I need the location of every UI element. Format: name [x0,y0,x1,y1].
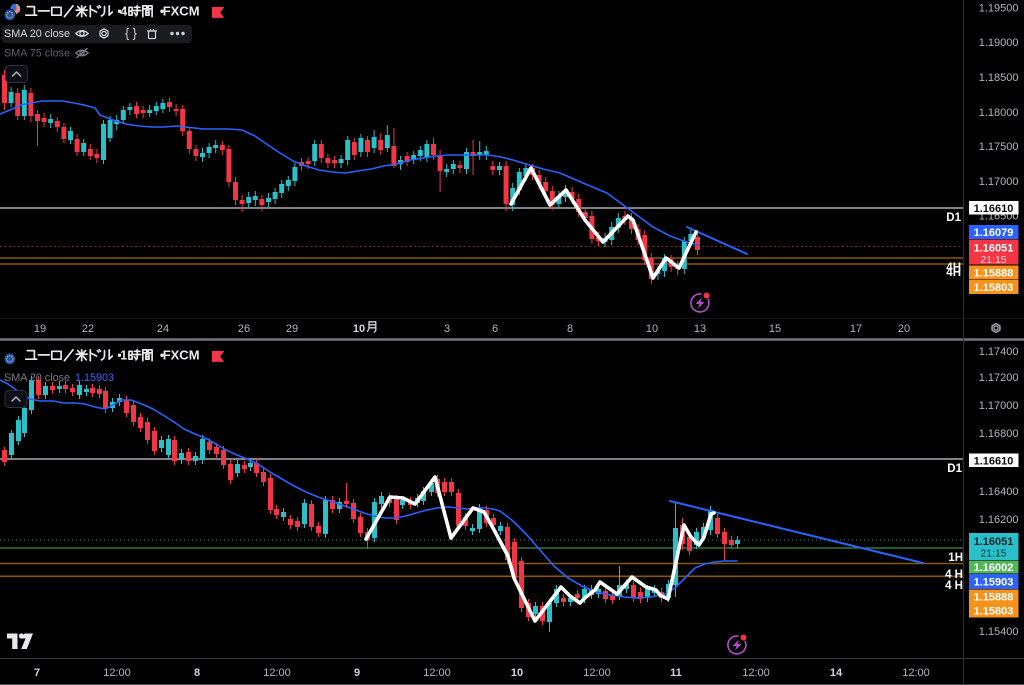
svg-text:FXCM: FXCM [163,4,200,19]
svg-text:SMA 75 close: SMA 75 close [4,48,70,60]
svg-text:14: 14 [830,667,843,679]
svg-text:1.17200: 1.17200 [979,372,1019,384]
svg-text:22: 22 [82,323,94,335]
svg-text:10: 10 [646,323,658,335]
svg-text:1: 1 [120,349,127,363]
svg-text:20: 20 [898,323,910,335]
svg-text:26: 26 [238,323,250,335]
svg-text:SMA 20 close: SMA 20 close [4,28,70,40]
svg-text:1.16051: 1.16051 [974,536,1014,548]
svg-text:15: 15 [769,323,781,335]
svg-text:1H: 1H [948,552,963,564]
svg-text:29: 29 [286,323,298,335]
svg-text:24: 24 [157,323,169,335]
svg-text:8: 8 [567,323,573,335]
svg-text:FXCM: FXCM [163,348,200,363]
svg-text:4H: 4H [946,267,961,279]
svg-text:4 H: 4 H [945,580,963,592]
svg-text:12:00: 12:00 [103,667,131,679]
svg-text:1.16079: 1.16079 [974,227,1014,239]
svg-text:1.16800: 1.16800 [979,428,1019,440]
svg-text:13: 13 [694,323,706,335]
svg-text:21:15: 21:15 [980,548,1006,560]
svg-text:4: 4 [120,5,127,19]
svg-text:6: 6 [492,323,498,335]
svg-text:1.16400: 1.16400 [979,486,1019,498]
svg-text:1.16200: 1.16200 [979,514,1019,526]
svg-text:12:00: 12:00 [902,667,930,679]
svg-text:10: 10 [511,667,523,679]
svg-text:12:00: 12:00 [423,667,451,679]
svg-text:3: 3 [444,323,450,335]
svg-text:19: 19 [34,323,46,335]
svg-text:10: 10 [353,323,365,335]
svg-text:1.15888: 1.15888 [974,592,1014,604]
svg-text:9: 9 [354,667,360,679]
svg-text:1.18500: 1.18500 [979,72,1019,84]
svg-text:11: 11 [670,667,682,679]
svg-text:1.17500: 1.17500 [979,141,1019,153]
svg-text:1.15903: 1.15903 [75,372,114,384]
svg-text:7: 7 [34,667,40,679]
svg-text:4H: 4H [946,262,961,274]
svg-text:1.15888: 1.15888 [974,268,1014,280]
svg-text:1.15803: 1.15803 [974,606,1014,618]
svg-text:1.16610: 1.16610 [974,455,1014,467]
svg-text:1.15903: 1.15903 [974,577,1014,589]
svg-text:12:00: 12:00 [583,667,611,679]
svg-text:1.18000: 1.18000 [979,107,1019,119]
svg-text:1.19000: 1.19000 [979,37,1019,49]
svg-text:17: 17 [850,323,862,335]
svg-text:12:00: 12:00 [742,667,770,679]
svg-text:21:15: 21:15 [980,254,1006,266]
svg-text:1.17000: 1.17000 [979,176,1019,188]
svg-text:D1: D1 [946,212,961,224]
svg-text:1.16610: 1.16610 [974,203,1014,215]
svg-text:12:00: 12:00 [263,667,291,679]
svg-text:4 H: 4 H [945,569,963,581]
svg-text:1.16051: 1.16051 [974,243,1014,255]
svg-text:1.15400: 1.15400 [979,626,1019,638]
svg-text:1.16002: 1.16002 [974,562,1014,574]
svg-text:D1: D1 [947,463,962,475]
svg-text:{ }: { } [125,27,137,41]
svg-text:1.17400: 1.17400 [979,346,1019,358]
svg-text:1.17000: 1.17000 [979,400,1019,412]
svg-text:SMA 20 close: SMA 20 close [4,372,70,384]
svg-text:1.15803: 1.15803 [974,282,1014,294]
svg-text:1.19500: 1.19500 [979,3,1019,15]
svg-text:8: 8 [194,667,200,679]
